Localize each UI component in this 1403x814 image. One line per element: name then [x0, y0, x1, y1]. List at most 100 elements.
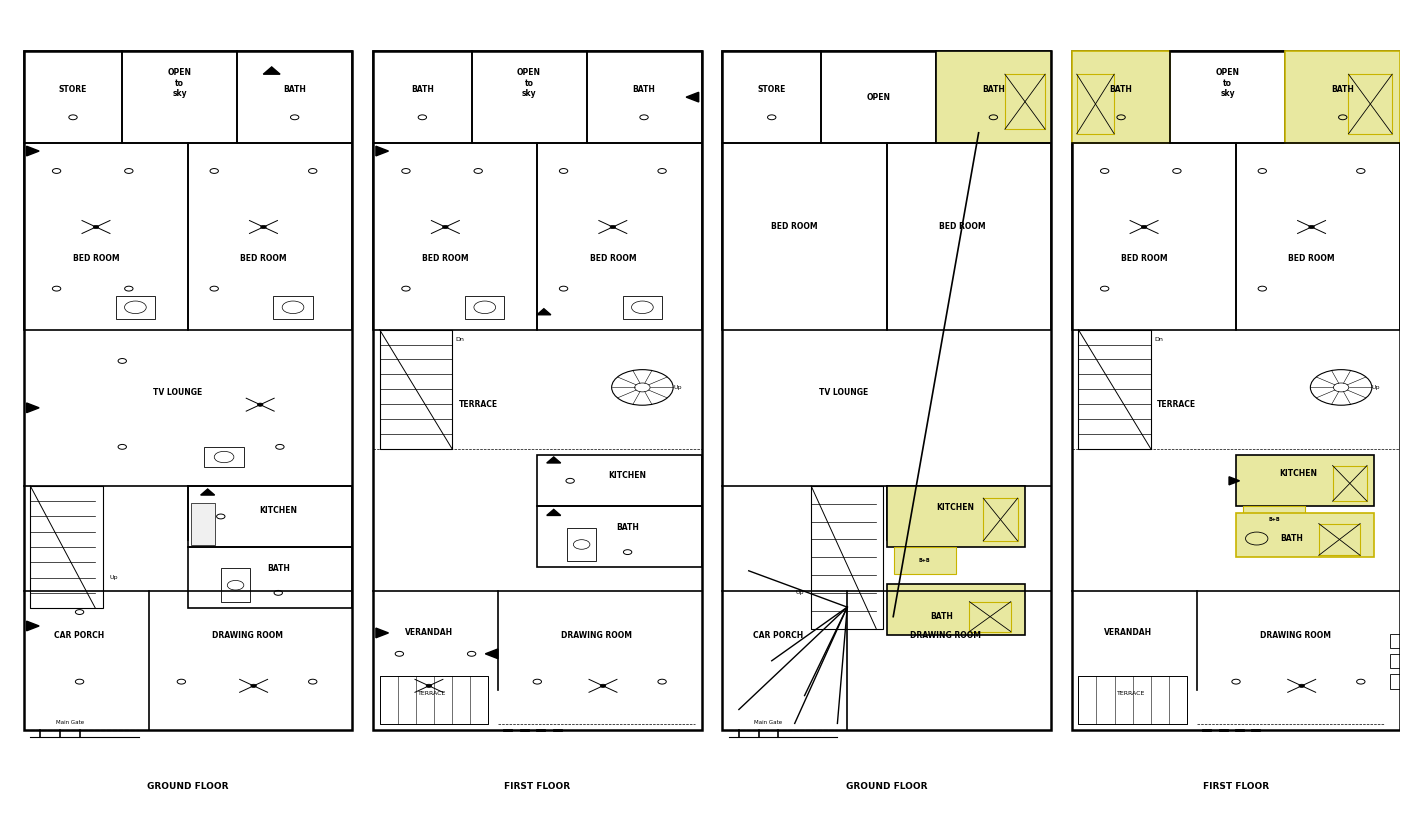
- Text: FIRST FLOOR: FIRST FLOOR: [1202, 782, 1270, 791]
- Bar: [969, 602, 1010, 632]
- Text: Dn: Dn: [456, 337, 464, 342]
- Text: BATH: BATH: [1110, 85, 1132, 94]
- Text: TERRACE: TERRACE: [418, 690, 446, 695]
- Text: BATH: BATH: [283, 85, 306, 94]
- Bar: [1072, 51, 1400, 730]
- Text: BED ROOM: BED ROOM: [1121, 254, 1167, 263]
- Text: BATH: BATH: [616, 523, 638, 532]
- Text: OPEN
to
sky: OPEN to sky: [168, 68, 192, 98]
- Polygon shape: [537, 309, 551, 315]
- Text: GROUND FLOOR: GROUND FLOOR: [147, 782, 229, 791]
- Bar: [1170, 51, 1285, 143]
- Bar: [984, 498, 1017, 541]
- Polygon shape: [376, 628, 389, 638]
- Bar: [537, 455, 702, 506]
- Text: Main Gate: Main Gate: [755, 720, 783, 724]
- Polygon shape: [686, 92, 699, 102]
- Circle shape: [1299, 685, 1305, 688]
- Bar: [24, 51, 352, 730]
- Bar: [1390, 674, 1400, 689]
- Bar: [1333, 466, 1367, 501]
- Bar: [188, 547, 352, 608]
- Circle shape: [1309, 225, 1315, 229]
- Text: OPEN
to
sky: OPEN to sky: [1216, 68, 1240, 98]
- Bar: [537, 506, 702, 567]
- Bar: [537, 143, 702, 330]
- Circle shape: [600, 685, 606, 688]
- Bar: [380, 676, 488, 724]
- Bar: [464, 296, 505, 318]
- Text: TV LOUNGE: TV LOUNGE: [819, 387, 868, 396]
- Circle shape: [427, 685, 432, 688]
- Circle shape: [1141, 225, 1146, 229]
- Text: BED ROOM: BED ROOM: [1288, 254, 1334, 263]
- Bar: [894, 547, 955, 574]
- Bar: [723, 51, 821, 143]
- Text: CAR PORCH: CAR PORCH: [753, 631, 804, 641]
- Circle shape: [93, 225, 98, 229]
- Text: BED ROOM: BED ROOM: [73, 254, 119, 263]
- Bar: [887, 584, 1024, 635]
- Text: KITCHEN: KITCHEN: [937, 503, 975, 512]
- Text: BATH: BATH: [411, 85, 434, 94]
- Bar: [811, 486, 884, 628]
- Text: VERANDAH: VERANDAH: [405, 628, 453, 637]
- Text: BED ROOM: BED ROOM: [772, 222, 818, 231]
- Text: TERRACE: TERRACE: [459, 400, 498, 409]
- Text: BED ROOM: BED ROOM: [939, 222, 985, 231]
- Bar: [887, 486, 1024, 547]
- Text: OPEN: OPEN: [867, 93, 891, 102]
- Text: DRAWING ROOM: DRAWING ROOM: [561, 631, 631, 641]
- Bar: [122, 51, 237, 143]
- Bar: [723, 51, 1051, 730]
- Text: KITCHEN: KITCHEN: [1280, 469, 1317, 478]
- Text: Up: Up: [109, 575, 118, 580]
- Text: B+B: B+B: [1268, 518, 1280, 523]
- Text: DRAWING ROOM: DRAWING ROOM: [911, 631, 981, 641]
- Text: STORE: STORE: [758, 85, 786, 94]
- Circle shape: [442, 225, 448, 229]
- Bar: [567, 527, 596, 562]
- Bar: [188, 143, 352, 330]
- Polygon shape: [547, 457, 561, 463]
- Text: OPEN
to
sky: OPEN to sky: [518, 68, 542, 98]
- Bar: [188, 486, 352, 547]
- Text: Up: Up: [796, 590, 804, 595]
- Text: TERRACE: TERRACE: [1117, 690, 1145, 695]
- Text: BATH: BATH: [1280, 534, 1302, 543]
- Text: FIRST FLOOR: FIRST FLOOR: [504, 782, 571, 791]
- Text: BATH: BATH: [982, 85, 1005, 94]
- Bar: [1072, 51, 1170, 143]
- Bar: [380, 330, 452, 449]
- Polygon shape: [485, 649, 498, 659]
- Text: BATH: BATH: [1331, 85, 1354, 94]
- Bar: [1079, 330, 1150, 449]
- Text: BATH: BATH: [633, 85, 655, 94]
- Text: Dn: Dn: [1155, 337, 1163, 342]
- Text: Up: Up: [673, 385, 682, 390]
- Text: B+B: B+B: [919, 558, 930, 563]
- Text: TERRACE: TERRACE: [1157, 400, 1197, 409]
- Circle shape: [610, 225, 616, 229]
- Bar: [205, 447, 244, 467]
- Bar: [24, 143, 188, 330]
- Bar: [1390, 654, 1400, 668]
- Bar: [373, 51, 702, 730]
- Text: VERANDAH: VERANDAH: [1104, 628, 1152, 637]
- Bar: [887, 143, 1051, 330]
- Bar: [586, 51, 702, 143]
- Text: KITCHEN: KITCHEN: [609, 471, 647, 480]
- Bar: [1072, 143, 1236, 330]
- Bar: [1236, 455, 1374, 506]
- Bar: [237, 51, 352, 143]
- Bar: [220, 568, 250, 602]
- Bar: [1005, 74, 1045, 129]
- Bar: [1348, 74, 1392, 133]
- Bar: [723, 143, 887, 330]
- Bar: [24, 51, 122, 143]
- Bar: [274, 296, 313, 318]
- Text: CAR PORCH: CAR PORCH: [55, 631, 105, 641]
- Text: Main Gate: Main Gate: [56, 720, 84, 724]
- Bar: [821, 51, 936, 143]
- Text: BATH: BATH: [930, 612, 953, 621]
